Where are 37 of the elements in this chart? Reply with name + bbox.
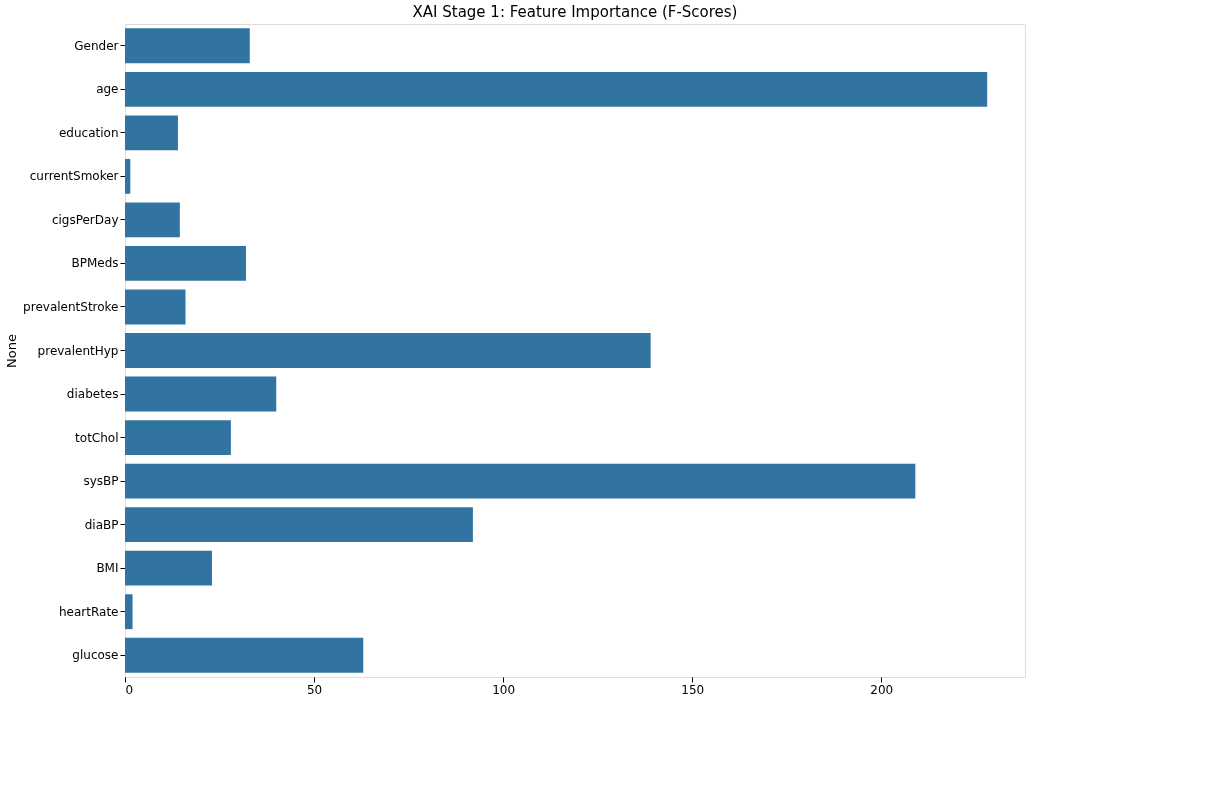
x-tick-label: 150 <box>681 682 705 697</box>
y-tick-label: diabetes <box>66 387 119 402</box>
y-tick-label: sysBP <box>83 474 119 489</box>
x-tick-label: 0 <box>125 682 134 697</box>
y-tick-label: currentSmoker <box>29 169 119 184</box>
y-tick-label: BMI <box>96 561 119 576</box>
bar <box>125 202 180 238</box>
y-tick-label: BPMeds <box>71 256 119 271</box>
bar <box>125 463 916 499</box>
bar <box>125 420 231 455</box>
x-tick-label: 200 <box>870 682 894 697</box>
bar <box>125 28 250 64</box>
y-tick-label: prevalentHyp <box>37 343 119 358</box>
y-tick-label: age <box>96 82 119 97</box>
bar <box>125 376 277 412</box>
y-tick-label: cigsPerDay <box>51 212 119 227</box>
y-tick-label: prevalentStroke <box>23 299 119 314</box>
bar <box>125 333 651 368</box>
bar <box>125 71 988 107</box>
bar <box>125 550 212 586</box>
bar <box>125 637 364 673</box>
bar <box>125 115 178 151</box>
y-tick-label: heartRate <box>59 604 119 619</box>
chart-title: XAI Stage 1: Feature Importance (F-Scores) <box>412 3 738 21</box>
bar <box>125 246 247 281</box>
bar <box>125 289 186 325</box>
y-tick-label: glucose <box>72 648 119 663</box>
y-axis-title: None <box>4 334 20 368</box>
y-tick-label: totChol <box>75 430 119 445</box>
bar <box>125 158 131 194</box>
x-tick-label: 50 <box>306 682 323 697</box>
y-tick-label: education <box>58 125 119 140</box>
y-tick-label: diaBP <box>84 517 119 532</box>
y-tick-label: Gender <box>74 38 119 53</box>
bar <box>125 507 473 543</box>
x-tick-label: 100 <box>492 682 516 697</box>
bar <box>125 594 133 630</box>
